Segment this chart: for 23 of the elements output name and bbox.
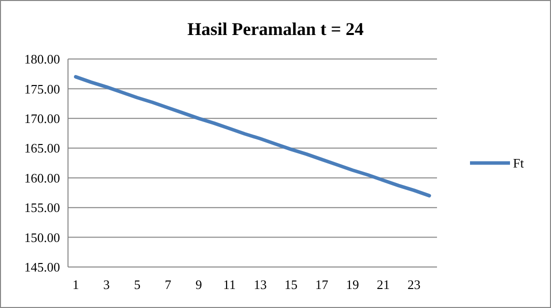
line-series <box>74 75 432 198</box>
y-tick-label: 180.00 <box>24 52 60 67</box>
x-tick-label: 17 <box>315 277 329 292</box>
x-tick-label: 21 <box>376 277 390 292</box>
x-tick-label: 7 <box>164 277 172 292</box>
y-tick-label: 170.00 <box>24 110 60 126</box>
chart-title: Hasil Peramalan t = 24 <box>187 19 364 39</box>
x-tick-label: 19 <box>346 277 359 292</box>
x-tick-label: 3 <box>103 277 110 292</box>
x-tick-label: 13 <box>254 277 267 292</box>
x-tick-label: 11 <box>223 277 236 292</box>
y-tick-label: 165.00 <box>24 140 60 156</box>
x-tick-label: 23 <box>407 277 420 292</box>
y-tick-label: 175.00 <box>24 81 60 96</box>
x-tick-label: 15 <box>284 277 298 292</box>
y-tick-label: 150.00 <box>24 230 60 245</box>
y-tick-label: 160.00 <box>24 170 60 186</box>
legend-label: Ft <box>513 156 524 171</box>
y-tick-label: 155.00 <box>24 200 60 216</box>
y-tick-label: 145.00 <box>24 260 60 275</box>
x-tick-label: 9 <box>195 277 202 292</box>
x-tick-label: 5 <box>134 277 140 292</box>
x-tick-label: 1 <box>72 277 79 292</box>
